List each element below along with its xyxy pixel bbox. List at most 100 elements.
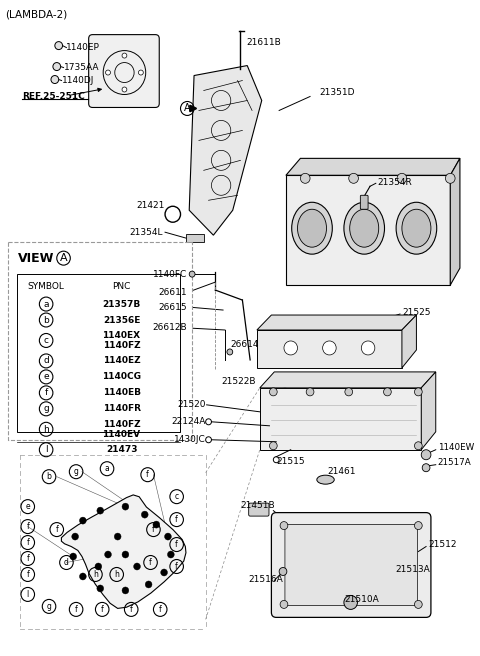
Circle shape (168, 551, 174, 558)
Ellipse shape (396, 202, 437, 254)
Circle shape (122, 587, 129, 594)
Text: (LAMBDA-2): (LAMBDA-2) (6, 10, 68, 20)
Text: f: f (146, 470, 149, 479)
Circle shape (280, 600, 288, 608)
FancyBboxPatch shape (285, 525, 418, 605)
Text: 26614: 26614 (231, 340, 259, 350)
Text: b: b (43, 316, 49, 325)
Circle shape (80, 517, 86, 524)
Circle shape (97, 507, 104, 514)
Polygon shape (257, 330, 402, 368)
Polygon shape (189, 66, 262, 236)
Circle shape (415, 441, 422, 450)
Text: 1735AA: 1735AA (63, 63, 99, 72)
Text: 1140EB: 1140EB (103, 388, 141, 398)
Polygon shape (402, 315, 417, 368)
Circle shape (72, 533, 79, 540)
Circle shape (122, 53, 127, 58)
Text: b: b (47, 472, 51, 482)
Text: a: a (105, 464, 109, 473)
Polygon shape (61, 495, 186, 608)
Circle shape (415, 388, 422, 396)
Circle shape (421, 450, 431, 460)
Circle shape (122, 503, 129, 510)
Circle shape (280, 522, 288, 529)
Text: d: d (64, 558, 69, 567)
Polygon shape (260, 372, 436, 388)
Circle shape (361, 341, 375, 355)
Circle shape (323, 341, 336, 355)
Circle shape (122, 551, 129, 558)
Text: 21354L: 21354L (130, 228, 163, 237)
Text: l: l (45, 445, 48, 454)
Circle shape (189, 271, 195, 277)
Circle shape (415, 522, 422, 529)
Text: VIEW: VIEW (18, 252, 54, 264)
Text: f: f (26, 554, 29, 563)
Text: 26612B: 26612B (153, 323, 187, 333)
Circle shape (95, 563, 102, 570)
Circle shape (51, 75, 59, 83)
Text: 21356E: 21356E (103, 316, 140, 325)
Text: 21512: 21512 (428, 540, 456, 549)
Circle shape (397, 173, 407, 183)
Circle shape (384, 388, 391, 396)
Text: 21421: 21421 (137, 201, 165, 210)
Polygon shape (286, 175, 450, 285)
FancyBboxPatch shape (17, 274, 180, 432)
Text: A: A (60, 253, 67, 263)
Circle shape (227, 349, 233, 355)
Text: f: f (152, 525, 155, 534)
Circle shape (80, 573, 86, 580)
Text: f: f (149, 558, 152, 567)
Polygon shape (286, 158, 460, 175)
Circle shape (165, 533, 171, 540)
Circle shape (284, 341, 298, 355)
Text: c: c (175, 492, 179, 501)
Text: 1140DJ: 1140DJ (61, 76, 94, 85)
Polygon shape (260, 388, 421, 450)
Text: 21473: 21473 (106, 445, 137, 454)
Text: f: f (159, 605, 162, 614)
FancyBboxPatch shape (89, 35, 159, 108)
Text: a: a (43, 300, 49, 308)
Text: SYMBOL: SYMBOL (28, 281, 65, 291)
Text: 1140FR: 1140FR (103, 404, 141, 413)
Text: 22124A: 22124A (171, 417, 205, 426)
Circle shape (161, 569, 168, 576)
Text: 21354R: 21354R (378, 178, 412, 187)
Circle shape (114, 533, 121, 540)
Ellipse shape (298, 209, 326, 247)
Text: f: f (45, 388, 48, 398)
Text: f: f (175, 562, 178, 571)
Circle shape (269, 441, 277, 450)
Text: f: f (130, 605, 132, 614)
FancyBboxPatch shape (9, 242, 192, 440)
Text: 21513A: 21513A (395, 565, 430, 574)
Circle shape (445, 173, 455, 183)
Text: e: e (25, 502, 30, 511)
Text: f: f (55, 525, 58, 534)
Polygon shape (186, 234, 204, 242)
Text: g: g (43, 404, 49, 413)
Text: A: A (184, 104, 191, 113)
Text: h: h (114, 570, 119, 579)
Circle shape (344, 596, 358, 609)
Text: REF.25-251C: REF.25-251C (22, 92, 84, 101)
Polygon shape (257, 315, 417, 330)
Circle shape (345, 388, 353, 396)
Circle shape (279, 567, 287, 575)
Text: 1140EP: 1140EP (66, 43, 100, 52)
Text: 1430JC: 1430JC (174, 436, 205, 444)
Circle shape (133, 563, 140, 570)
Text: 21520: 21520 (177, 400, 205, 409)
Ellipse shape (317, 475, 334, 484)
Circle shape (105, 551, 111, 558)
Circle shape (415, 600, 422, 608)
Text: 1140EZ: 1140EZ (103, 356, 140, 365)
Text: 21516A: 21516A (248, 575, 283, 584)
Text: g: g (73, 467, 79, 476)
Circle shape (300, 173, 310, 183)
Circle shape (349, 173, 359, 183)
Text: 21451B: 21451B (240, 501, 275, 510)
